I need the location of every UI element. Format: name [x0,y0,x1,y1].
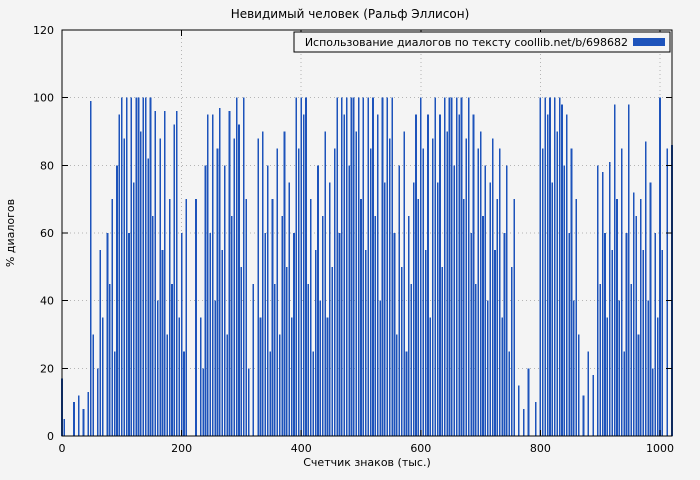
x-tick-label: 0 [59,442,66,455]
y-tick-label: 120 [33,24,54,37]
legend-box [293,31,671,53]
legend-label: Использование диалогов по тексту coollib… [305,36,628,49]
y-tick-label: 0 [47,430,54,443]
x-tick-label: 200 [171,442,192,455]
x-tick-label: 1000 [646,442,674,455]
y-tick-label: 60 [40,227,54,240]
legend-swatch [633,38,665,46]
x-tick-label: 400 [291,442,312,455]
chart-title: Невидимый человек (Ральф Эллисон) [231,7,470,21]
tick-labels: 0 200 400 600 800 1000 0 20 40 60 80 100 120 [33,24,674,455]
x-tick-label: 600 [410,442,431,455]
y-tick-label: 100 [33,92,54,105]
y-tick-label: 40 [40,295,54,308]
bar-series [61,97,673,437]
legend: Использование диалогов по тексту coollib… [293,31,671,53]
y-tick-label: 80 [40,159,54,172]
x-tick-label: 800 [530,442,551,455]
y-tick-label: 20 [40,362,54,375]
x-axis-label: Счетчик знаков (тыс.) [303,456,431,469]
y-axis-label: % диалогов [4,199,17,267]
